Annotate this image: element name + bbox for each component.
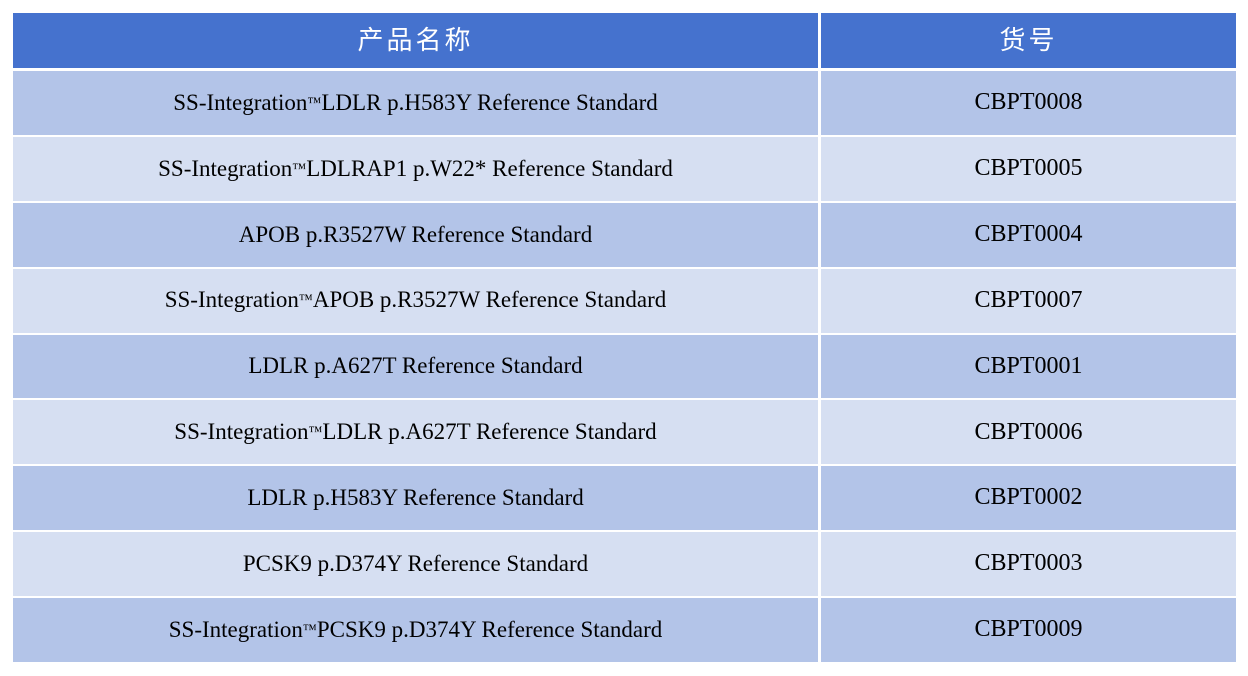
cell-product-name: SS-Integration ™ PCSK9 p.D374Y Reference …	[13, 598, 818, 663]
table-body: SS-Integration ™ LDLR p.H583Y Reference S…	[13, 71, 1236, 663]
cell-catalog-number: CBPT0001	[821, 334, 1236, 399]
cell-product-name: SS-Integration ™ LDLRAP1 p.W22* Reference…	[13, 136, 818, 201]
table-row: SS-Integration ™ PCSK9 p.D374Y Reference …	[13, 598, 1236, 663]
cell-product-name: PCSK9 p.D374Y Reference Standard	[13, 532, 818, 597]
cell-catalog-number: CBPT0007	[821, 268, 1236, 333]
table-row: LDLR p.H583Y Reference Standard CBPT0002	[13, 466, 1236, 531]
trademark-symbol: ™	[298, 292, 313, 309]
trademark-symbol: ™	[292, 160, 307, 177]
table-row: SS-Integration ™ LDLR p.H583Y Reference S…	[13, 71, 1236, 135]
cell-catalog-number: CBPT0005	[821, 136, 1236, 201]
cell-catalog-number: CBPT0002	[821, 466, 1236, 531]
column-header-product-name: 产品名称	[13, 13, 818, 68]
table-row: SS-Integration ™ LDLR p.A627T Reference S…	[13, 400, 1236, 465]
table-row: SS-Integration ™ APOB p.R3527W Reference …	[13, 268, 1236, 333]
product-reference-standards-table: 产品名称 货号 SS-Integration ™ LDLR p.H583Y Ref…	[13, 13, 1236, 663]
table-row: SS-Integration ™ LDLRAP1 p.W22* Reference…	[13, 136, 1236, 201]
cell-product-name: SS-Integration ™ LDLR p.A627T Reference S…	[13, 400, 818, 465]
cell-product-name: SS-Integration ™ LDLR p.H583Y Reference S…	[13, 71, 818, 135]
cell-product-name: LDLR p.H583Y Reference Standard	[13, 466, 818, 531]
table-row: LDLR p.A627T Reference Standard CBPT0001	[13, 334, 1236, 399]
trademark-symbol: ™	[302, 621, 317, 638]
cell-catalog-number: CBPT0003	[821, 532, 1236, 597]
cell-catalog-number: CBPT0006	[821, 400, 1236, 465]
cell-product-name: APOB p.R3527W Reference Standard	[13, 202, 818, 267]
table-row: APOB p.R3527W Reference Standard CBPT000…	[13, 202, 1236, 267]
table-row: PCSK9 p.D374Y Reference Standard CBPT000…	[13, 532, 1236, 597]
cell-catalog-number: CBPT0004	[821, 202, 1236, 267]
cell-product-name: SS-Integration ™ APOB p.R3527W Reference …	[13, 268, 818, 333]
column-header-catalog-number: 货号	[821, 13, 1236, 68]
trademark-symbol: ™	[307, 94, 322, 111]
cell-catalog-number: CBPT0009	[821, 598, 1236, 663]
cell-product-name: LDLR p.A627T Reference Standard	[13, 334, 818, 399]
cell-catalog-number: CBPT0008	[821, 71, 1236, 135]
trademark-symbol: ™	[308, 424, 323, 441]
table-header-row: 产品名称 货号	[13, 13, 1236, 68]
